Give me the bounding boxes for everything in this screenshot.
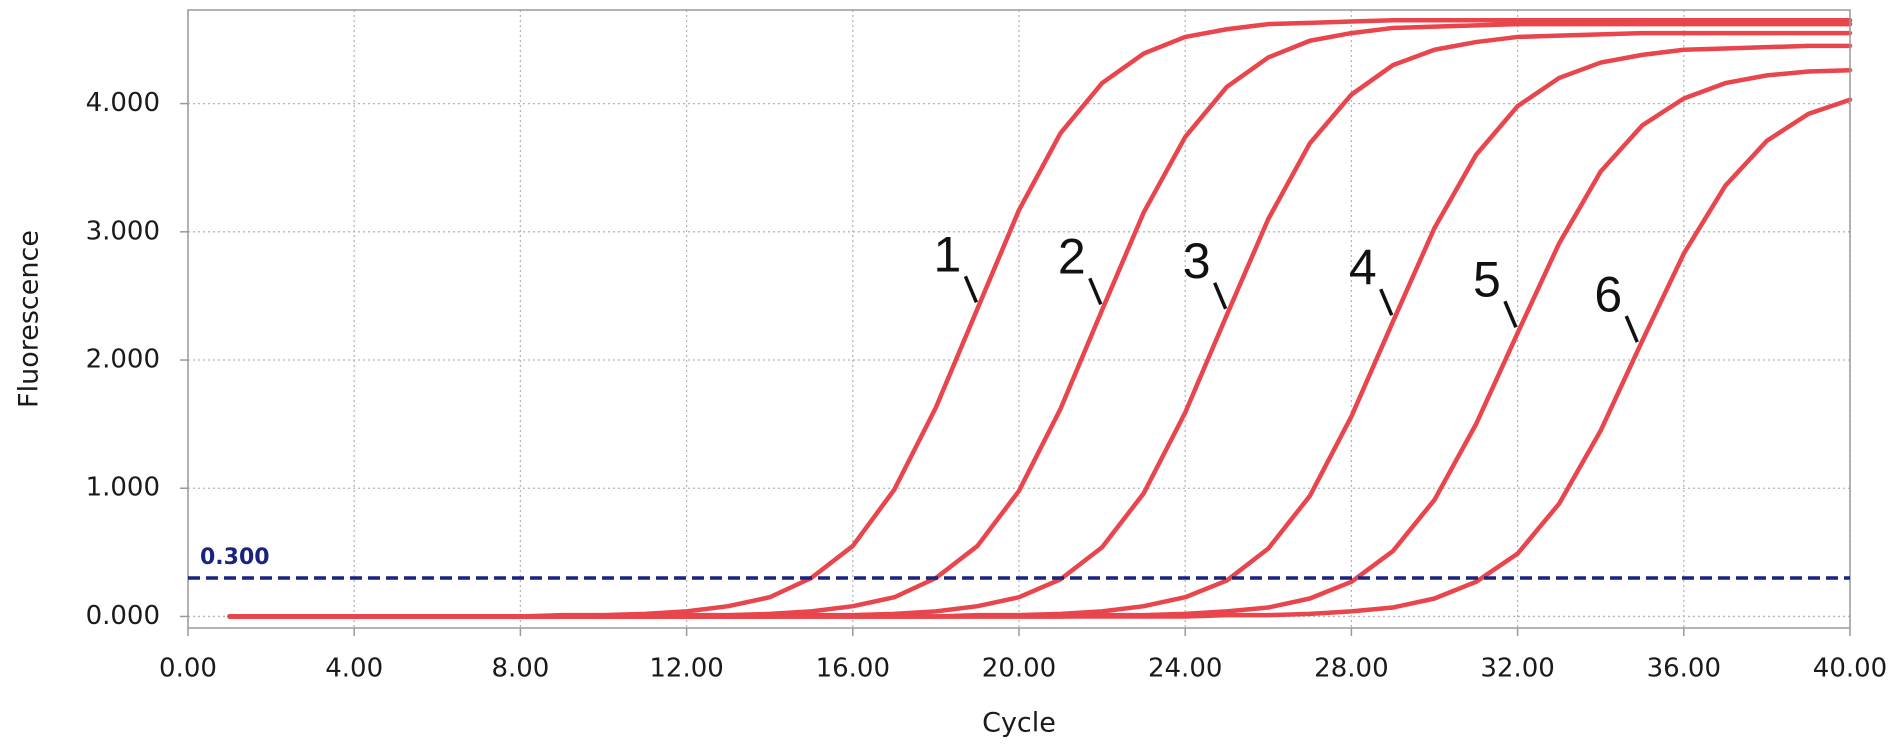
y-tick-label: 1.000	[86, 473, 160, 503]
curve-label: 1	[933, 227, 961, 283]
curve-label: 6	[1594, 266, 1622, 322]
x-tick-label: 28.00	[1314, 654, 1388, 684]
x-tick-label: 40.00	[1813, 654, 1887, 684]
curve-label: 4	[1349, 239, 1377, 295]
x-tick-label: 24.00	[1148, 654, 1222, 684]
amplification-curve	[227, 97, 1853, 619]
threshold-label: 0.300	[200, 545, 270, 570]
leader-line	[963, 275, 979, 304]
y-tick-label: 0.000	[86, 601, 160, 631]
x-tick-label: 8.00	[491, 654, 549, 684]
leader-line	[1213, 282, 1228, 310]
y-tick-label: 2.000	[86, 345, 160, 375]
x-tick-label: 32.00	[1480, 654, 1554, 684]
leader-line	[1624, 315, 1639, 343]
x-tick-label: 20.00	[982, 654, 1056, 684]
leader-line	[1379, 288, 1394, 316]
x-tick-label: 12.00	[649, 654, 723, 684]
x-axis-title: Cycle	[982, 708, 1056, 739]
x-tick-label: 16.00	[816, 654, 890, 684]
curve-label: 2	[1058, 228, 1086, 284]
plot-area	[227, 18, 1853, 619]
curve-label: 3	[1183, 233, 1211, 289]
x-tick-label: 36.00	[1647, 654, 1721, 684]
y-tick-label: 3.000	[86, 216, 160, 246]
x-tick-label: 0.00	[159, 654, 217, 684]
y-axis-title: Fluorescence	[14, 230, 45, 408]
y-tick-label: 4.000	[86, 88, 160, 118]
leader-line	[1503, 300, 1518, 329]
x-tick-label: 4.00	[325, 654, 383, 684]
leader-line	[1088, 277, 1103, 305]
curve-label: 5	[1473, 252, 1501, 308]
